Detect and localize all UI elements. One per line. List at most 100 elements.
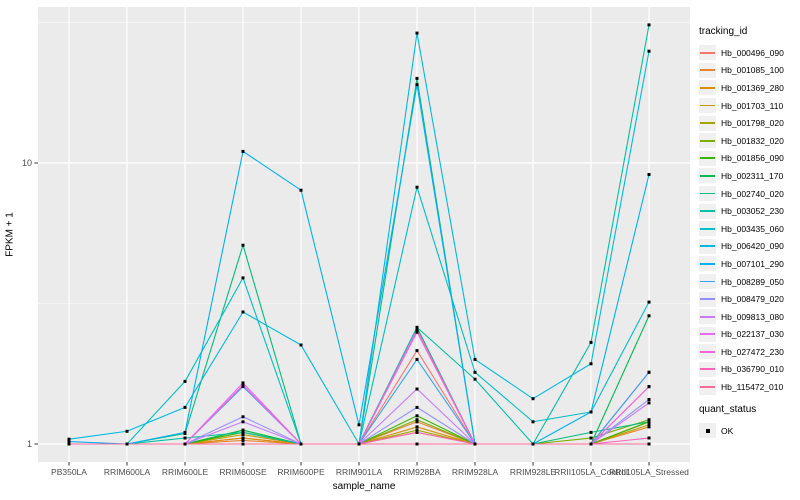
legend-item-label: Hb_115472_010 (721, 382, 784, 393)
legend-item-label: Hb_002740_020 (721, 188, 784, 199)
legend-item-Hb_006420_090: Hb_006420_090 (699, 238, 799, 256)
legend-key (699, 291, 716, 307)
legend-key (699, 274, 716, 290)
legend-item-Hb_000496_090: Hb_000496_090 (699, 44, 799, 62)
line-swatch-icon (700, 210, 715, 212)
legend-item-label: Hb_009813_080 (721, 311, 784, 322)
legend-item-label: Hb_001856_090 (721, 153, 784, 164)
plot-panel (38, 7, 690, 462)
legend-key (699, 115, 716, 131)
x-tick-label: RRIM928BA (393, 467, 441, 477)
line-swatch-icon (700, 122, 715, 124)
legend-item-label: Hb_000496_090 (721, 47, 784, 58)
x-tick-label: RRIM928LE (510, 467, 557, 477)
legend-item-label: Hb_006420_090 (721, 241, 784, 252)
line-swatch-icon (700, 298, 715, 300)
legend-item-label: Hb_008479_020 (721, 294, 784, 305)
legend-item-label: Hb_001703_110 (721, 100, 784, 111)
legend-item-Hb_002311_170: Hb_002311_170 (699, 167, 799, 185)
line-swatch-icon (700, 280, 715, 283)
line-swatch-icon (700, 139, 715, 142)
legend-item-Hb_008479_020: Hb_008479_020 (699, 290, 799, 308)
legend-item-Hb_003052_230: Hb_003052_230 (699, 202, 799, 220)
legend-key (699, 379, 716, 395)
legend-item-label: Hb_001798_020 (721, 118, 784, 129)
legend-key (699, 168, 716, 184)
square-point-icon (705, 428, 710, 433)
legend-item-label: Hb_001369_280 (721, 82, 784, 93)
line-swatch-icon (700, 157, 715, 160)
legend-item-Hb_001832_020: Hb_001832_020 (699, 132, 799, 150)
legend-key (699, 150, 716, 166)
legend-item-label: Hb_027472_230 (721, 346, 784, 357)
legend-item-label: Hb_003052_230 (721, 206, 784, 217)
legend-title-tracking-id: tracking_id (699, 26, 748, 37)
quant-status-legend: quant_status OK (699, 404, 799, 440)
legend-key (699, 133, 716, 149)
legend-item-Hb_007101_290: Hb_007101_290 (699, 255, 799, 273)
legend-key (699, 80, 716, 96)
y-tick-label: 10 (22, 158, 32, 168)
legend-title-quant-status: quant_status (699, 403, 757, 415)
legend-item-Hb_001703_110: Hb_001703_110 (699, 97, 799, 115)
legend-item-Hb_001856_090: Hb_001856_090 (699, 150, 799, 168)
data-points (67, 23, 651, 446)
line-swatch-icon (700, 174, 715, 177)
legend-item-label: Hb_008289_050 (721, 276, 784, 287)
x-tick-label: RRII105LA_Control (554, 467, 628, 477)
line-swatch-icon (700, 104, 715, 107)
legend-item-Hb_001369_280: Hb_001369_280 (699, 79, 799, 97)
legend-item-Hb_027472_230: Hb_027472_230 (699, 343, 799, 361)
legend-item-label: Hb_007101_290 (721, 258, 784, 269)
legend-item-Hb_036790_010: Hb_036790_010 (699, 361, 799, 379)
legend-item-label: Hb_022137_030 (721, 329, 784, 340)
legend-item-Hb_001085_100: Hb_001085_100 (699, 62, 799, 80)
legend-key (699, 203, 716, 219)
x-tick-label: RRIM928LA (452, 467, 499, 477)
line-swatch-icon (700, 262, 715, 265)
legend-key (699, 309, 716, 325)
legend-item-label: Hb_001832_020 (721, 135, 784, 146)
legend-item-Hb_003435_060: Hb_003435_060 (699, 220, 799, 238)
x-tick-label: RRIM600PE (277, 467, 325, 477)
legend-key (699, 326, 716, 342)
legend-key (699, 186, 716, 202)
legend-key (699, 45, 716, 61)
line-swatch-icon (700, 192, 715, 195)
legend-item-Hb_001798_020: Hb_001798_020 (699, 114, 799, 132)
axis-ticks: 1 10 PB350LA RRIM600LA RRIM600LE RRIM600SE RRI… (22, 158, 689, 477)
legend: tracking_id Hb_000496_090 Hb_001085_100 Hb… (699, 26, 799, 439)
legend-item-label: Hb_002311_170 (721, 170, 784, 181)
legend-key (699, 62, 716, 78)
legend-item-label: Hb_036790_010 (721, 364, 784, 375)
legend-item-Hb_002740_020: Hb_002740_020 (699, 185, 799, 203)
x-axis-title: sample_name (332, 481, 396, 492)
x-tick-label: RRIM600LE (162, 467, 209, 477)
legend-item-Hb_115472_010: Hb_115472_010 (699, 378, 799, 396)
legend-item-Hb_022137_030: Hb_022137_030 (699, 326, 799, 344)
legend-key (699, 256, 716, 272)
line-swatch-icon (700, 86, 715, 89)
legend-key (699, 361, 716, 377)
line-swatch-icon (700, 51, 715, 54)
legend-item-label: OK (721, 425, 734, 436)
x-tick-label: RRIM901LA (336, 467, 383, 477)
line-swatch-icon (700, 69, 715, 72)
legend-key (699, 221, 716, 237)
legend-key (699, 98, 716, 114)
line-swatch-icon (700, 350, 715, 353)
legend-item-label: Hb_003435_060 (721, 223, 784, 234)
line-swatch-icon (700, 245, 715, 248)
y-axis-title: FPKM + 1 (4, 212, 16, 257)
legend-item-label: Hb_001085_100 (721, 65, 784, 76)
legend-key (699, 344, 716, 360)
x-tick-label: PB350LA (51, 467, 87, 477)
legend-item-ok: OK (699, 422, 799, 440)
x-tick-label: RRIM600LA (104, 467, 151, 477)
x-tick-label: RRII105LA_Stressed (609, 467, 689, 477)
legend-item-Hb_009813_080: Hb_009813_080 (699, 308, 799, 326)
line-swatch-icon (700, 227, 715, 230)
legend-key (699, 238, 716, 254)
legend-entries: Hb_000496_090 Hb_001085_100 Hb_001369_280 H… (699, 44, 799, 396)
